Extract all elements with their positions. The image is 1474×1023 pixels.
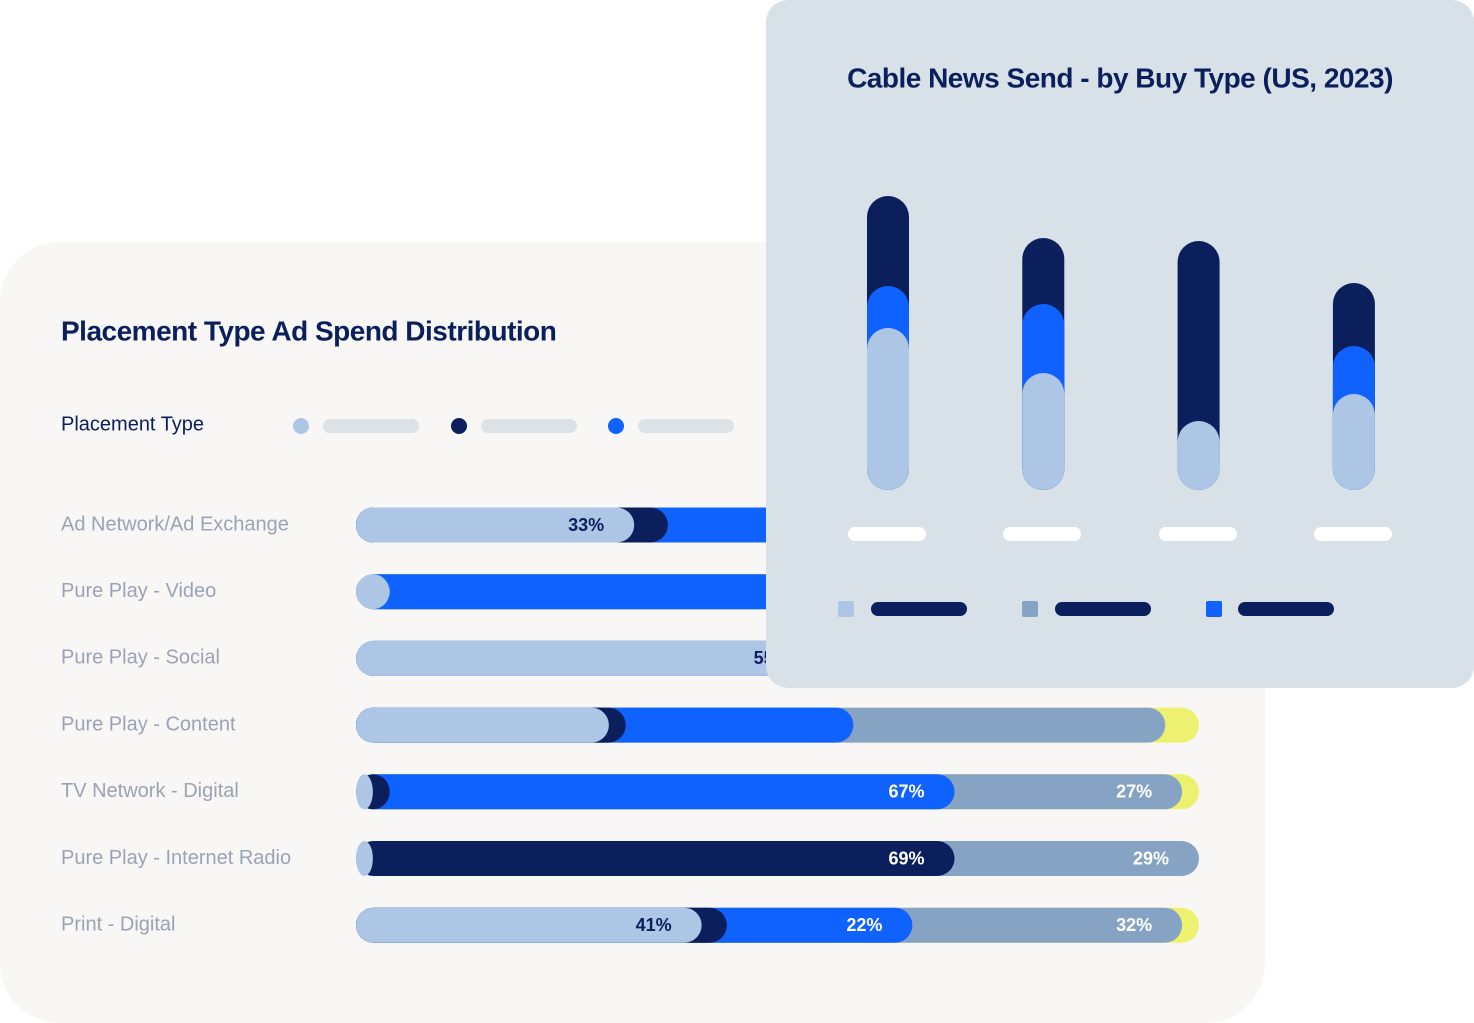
legend-title: Placement Type	[61, 413, 204, 435]
legend-placeholder	[638, 419, 734, 433]
value-label: 67%	[888, 782, 924, 802]
bar-segment	[356, 774, 955, 810]
legend-placeholder	[1238, 602, 1334, 616]
bar-segment	[1022, 373, 1065, 490]
bar-segment	[1332, 394, 1375, 490]
category-label: Pure Play - Video	[61, 580, 216, 602]
legend-swatch	[838, 601, 854, 617]
legend-dot	[608, 418, 624, 434]
legend-placeholder	[1055, 602, 1151, 616]
bar-segment	[356, 640, 820, 676]
bar-segment	[356, 507, 635, 543]
value-label: 22%	[846, 915, 882, 935]
value-label: 69%	[888, 848, 924, 868]
category-label: Print - Digital	[61, 913, 175, 935]
category-label: Ad Network/Ad Exchange	[61, 513, 289, 535]
bar-segment	[356, 574, 896, 610]
legend-placeholder	[323, 419, 419, 433]
category-label: Pure Play - Social	[61, 647, 220, 669]
value-label: 32%	[1116, 915, 1152, 935]
category-label: TV Network - Digital	[61, 780, 239, 802]
bar-segment	[867, 328, 909, 490]
value-label: 33%	[568, 515, 604, 535]
label-placeholder	[1314, 527, 1392, 541]
label-placeholder	[1159, 527, 1237, 541]
bar-segment	[356, 841, 955, 876]
bar-segment	[356, 841, 373, 876]
category-label: Pure Play - Internet Radio	[61, 847, 291, 869]
legend-swatch	[1206, 601, 1222, 617]
chart-title: Placement Type Ad Spend Distribution	[61, 315, 556, 346]
legend-placeholder	[481, 419, 577, 433]
legend-swatch	[1022, 601, 1038, 617]
bar-segment	[356, 907, 702, 943]
label-placeholder	[848, 527, 926, 541]
chart-title: Cable News Send - by Buy Type (US, 2023)	[847, 62, 1393, 93]
value-label: 29%	[1133, 848, 1169, 868]
bar-segment	[1177, 421, 1220, 490]
bar-segment	[356, 707, 609, 743]
legend-placeholder	[871, 602, 967, 616]
legend-dot	[293, 418, 309, 434]
label-placeholder	[1003, 527, 1081, 541]
category-label: Pure Play - Content	[61, 713, 236, 735]
value-label: 41%	[636, 915, 672, 935]
bar-segment	[356, 774, 373, 810]
legend-dot	[451, 418, 467, 434]
cable-card: Cable News Send - by Buy Type (US, 2023)	[766, 0, 1474, 688]
bar-segment	[356, 574, 390, 610]
value-label: 27%	[1116, 782, 1152, 802]
card-background	[766, 0, 1474, 688]
